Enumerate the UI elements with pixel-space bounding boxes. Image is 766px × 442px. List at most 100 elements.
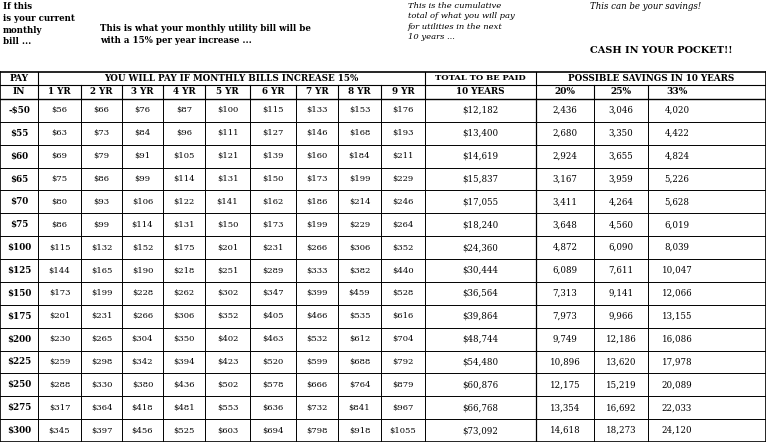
Text: $578: $578 — [262, 381, 283, 389]
Text: $306: $306 — [349, 244, 370, 251]
Text: 4,264: 4,264 — [608, 198, 633, 206]
Text: $175: $175 — [173, 244, 195, 251]
Text: 3,959: 3,959 — [609, 175, 633, 183]
Text: $463: $463 — [262, 335, 283, 343]
Text: $144: $144 — [48, 267, 70, 274]
Text: $418: $418 — [132, 404, 153, 412]
Text: $456: $456 — [132, 427, 153, 434]
Text: 16,692: 16,692 — [606, 403, 637, 412]
Text: 7,611: 7,611 — [608, 266, 633, 275]
Text: 9 YR: 9 YR — [391, 88, 414, 96]
Text: $599: $599 — [306, 358, 328, 366]
Text: $402: $402 — [217, 335, 238, 343]
Text: $423: $423 — [217, 358, 238, 366]
Text: $66,768: $66,768 — [463, 403, 499, 412]
Text: POSSIBLE SAVINGS IN 10 YEARS: POSSIBLE SAVINGS IN 10 YEARS — [568, 74, 734, 83]
Text: $616: $616 — [392, 312, 414, 320]
Text: $792: $792 — [392, 358, 414, 366]
Text: $251: $251 — [217, 267, 238, 274]
Text: 24,120: 24,120 — [662, 426, 692, 435]
Text: 4,422: 4,422 — [665, 129, 689, 138]
Text: 9,141: 9,141 — [608, 289, 633, 298]
Text: $333: $333 — [306, 267, 328, 274]
Text: 5,226: 5,226 — [665, 175, 689, 183]
Text: $229: $229 — [392, 175, 414, 183]
Text: 17,978: 17,978 — [662, 358, 692, 366]
Text: 4 YR: 4 YR — [172, 88, 195, 96]
Text: $520: $520 — [263, 358, 283, 366]
Text: $603: $603 — [217, 427, 238, 434]
Text: 16,086: 16,086 — [662, 335, 692, 343]
Text: $250: $250 — [7, 380, 31, 389]
Text: $100: $100 — [7, 243, 31, 252]
Text: $80: $80 — [51, 198, 67, 206]
Text: -$50: -$50 — [8, 106, 30, 115]
Text: $165: $165 — [91, 267, 112, 274]
Text: $275: $275 — [7, 403, 31, 412]
Text: $397: $397 — [90, 427, 113, 434]
Text: $105: $105 — [173, 152, 195, 160]
Text: $99: $99 — [93, 221, 110, 229]
Text: 6,019: 6,019 — [664, 220, 689, 229]
Text: $347: $347 — [262, 290, 284, 297]
Text: 1 YR: 1 YR — [48, 88, 70, 96]
Text: 10,047: 10,047 — [662, 266, 692, 275]
Text: $55: $55 — [10, 129, 28, 138]
Text: $106: $106 — [132, 198, 153, 206]
Text: $288: $288 — [49, 381, 70, 389]
Text: $302: $302 — [217, 290, 238, 297]
Text: $246: $246 — [392, 198, 414, 206]
Text: $153: $153 — [349, 107, 370, 114]
Text: 33%: 33% — [666, 88, 688, 96]
Text: $115: $115 — [262, 107, 283, 114]
Text: $225: $225 — [7, 358, 31, 366]
Text: 3,167: 3,167 — [552, 175, 578, 183]
Text: 6 YR: 6 YR — [262, 88, 284, 96]
Text: 13,155: 13,155 — [662, 312, 692, 321]
Text: $13,400: $13,400 — [463, 129, 499, 138]
Text: 12,066: 12,066 — [662, 289, 692, 298]
Text: $160: $160 — [306, 152, 328, 160]
Text: $394: $394 — [173, 358, 195, 366]
Text: CASH IN YOUR POCKET!!: CASH IN YOUR POCKET!! — [590, 46, 732, 55]
Text: 3,648: 3,648 — [552, 220, 578, 229]
Text: $175: $175 — [7, 312, 31, 321]
Text: $481: $481 — [173, 404, 195, 412]
Text: 12,186: 12,186 — [606, 335, 637, 343]
Text: $173: $173 — [306, 175, 328, 183]
Text: $380: $380 — [132, 381, 153, 389]
Text: $502: $502 — [217, 381, 238, 389]
Text: 3,655: 3,655 — [609, 152, 633, 160]
Text: $525: $525 — [173, 427, 195, 434]
Text: $199: $199 — [90, 290, 113, 297]
Text: 6,089: 6,089 — [552, 266, 578, 275]
Text: $764: $764 — [349, 381, 370, 389]
Text: $15,837: $15,837 — [463, 175, 499, 183]
Text: $115: $115 — [49, 244, 70, 251]
Text: $70: $70 — [10, 198, 28, 206]
Text: $364: $364 — [90, 404, 113, 412]
Text: $131: $131 — [173, 221, 195, 229]
Text: 20,089: 20,089 — [662, 380, 692, 389]
Text: $176: $176 — [392, 107, 414, 114]
Text: $266: $266 — [306, 244, 328, 251]
Text: $24,360: $24,360 — [463, 243, 499, 252]
Text: 4,824: 4,824 — [664, 152, 689, 160]
Text: YOU WILL PAY IF MONTHLY BILLS INCREASE 15%: YOU WILL PAY IF MONTHLY BILLS INCREASE 1… — [104, 74, 358, 83]
Text: 5 YR: 5 YR — [216, 88, 239, 96]
Text: $162: $162 — [263, 198, 283, 206]
Text: $60,876: $60,876 — [463, 380, 499, 389]
Text: $612: $612 — [349, 335, 370, 343]
Text: $173: $173 — [262, 221, 283, 229]
Text: 13,620: 13,620 — [606, 358, 637, 366]
Text: $230: $230 — [49, 335, 70, 343]
Text: This is what your monthly utility bill will be
with a 15% per year increase ...: This is what your monthly utility bill w… — [100, 24, 311, 45]
Text: $114: $114 — [173, 175, 195, 183]
Text: $704: $704 — [392, 335, 414, 343]
Text: $352: $352 — [217, 312, 238, 320]
Text: $304: $304 — [132, 335, 153, 343]
Text: $99: $99 — [135, 175, 151, 183]
Text: 7 YR: 7 YR — [306, 88, 329, 96]
Text: $48,744: $48,744 — [463, 335, 499, 343]
Text: 3,350: 3,350 — [609, 129, 633, 138]
